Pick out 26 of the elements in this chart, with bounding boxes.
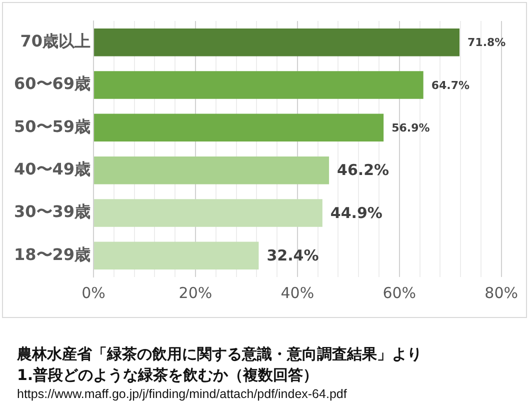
x-tick-label: 60% [382, 284, 416, 302]
text: 1.普段どのような緑茶を飲むか（複数回答） [17, 365, 320, 386]
bar [94, 71, 424, 99]
x-tick-label: 20% [178, 284, 212, 302]
data-label: 32.4% [266, 246, 319, 265]
data-label: 44.9% [330, 204, 382, 222]
data-label: 46.2% [337, 161, 390, 180]
y-tick-label: 50〜59歳 [14, 116, 91, 136]
data-label: 71.8% [468, 36, 506, 50]
x-tick-label: 0% [82, 284, 106, 302]
bar [94, 114, 384, 142]
bar [94, 242, 259, 270]
x-tick-label: 40% [280, 284, 314, 302]
data-label: 64.7% [431, 78, 470, 92]
bar [94, 156, 330, 184]
y-tick-label: 40〜49歳 [14, 159, 91, 178]
text: 農林水産省「緑茶の飲用に関する意識・意向調査結果」より [17, 344, 423, 365]
data-label: 56.9% [392, 122, 430, 135]
text: https://www.maff.go.jp/j/finding/mind/attach/pdf/index-64.pdf [17, 386, 348, 403]
y-tick-label: 30〜39歳 [14, 202, 91, 222]
x-tick-label: 80% [484, 284, 518, 302]
y-tick-label: 60〜69歳 [14, 74, 91, 94]
y-tick-label: 70歳以上 [20, 31, 91, 50]
y-tick-label: 18〜29歳 [14, 244, 91, 264]
bar [94, 199, 322, 227]
bar [94, 28, 460, 56]
